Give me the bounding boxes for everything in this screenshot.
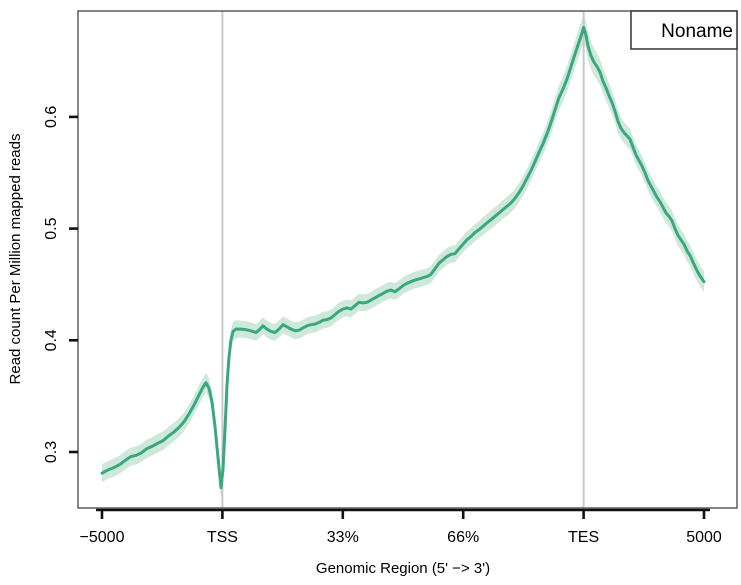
legend: Noname (630, 10, 738, 50)
x-axis-title: Genomic Region (5' −> 3') (316, 560, 490, 577)
y-axis-title: Read count Per Million mapped reads (7, 134, 24, 385)
x-tick-label: TSS (207, 529, 238, 546)
x-tick-label: 5000 (686, 529, 722, 546)
y-tick-label: 0.6 (43, 106, 60, 128)
plot-border (77, 10, 738, 509)
y-tick-label: 0.4 (43, 329, 60, 351)
y-tick-label: 0.5 (43, 217, 60, 239)
legend-box (630, 10, 738, 50)
legend-series-label: Noname (661, 21, 733, 42)
y-tick-label: 0.3 (43, 441, 60, 463)
x-tick-label: 33% (327, 529, 359, 546)
x-tick-label: −5000 (80, 529, 125, 546)
region-boundary-lines (221, 11, 585, 508)
profile-curve (100, 26, 706, 490)
x-tick-label: 66% (447, 529, 479, 546)
confidence-band (102, 13, 704, 499)
x-tick-label: TES (568, 529, 599, 546)
x-axis-ticks: −5000 TSS 33% 66% TES 5000 (80, 510, 722, 546)
y-axis-ticks: 0.3 0.4 0.5 0.6 (43, 106, 78, 463)
